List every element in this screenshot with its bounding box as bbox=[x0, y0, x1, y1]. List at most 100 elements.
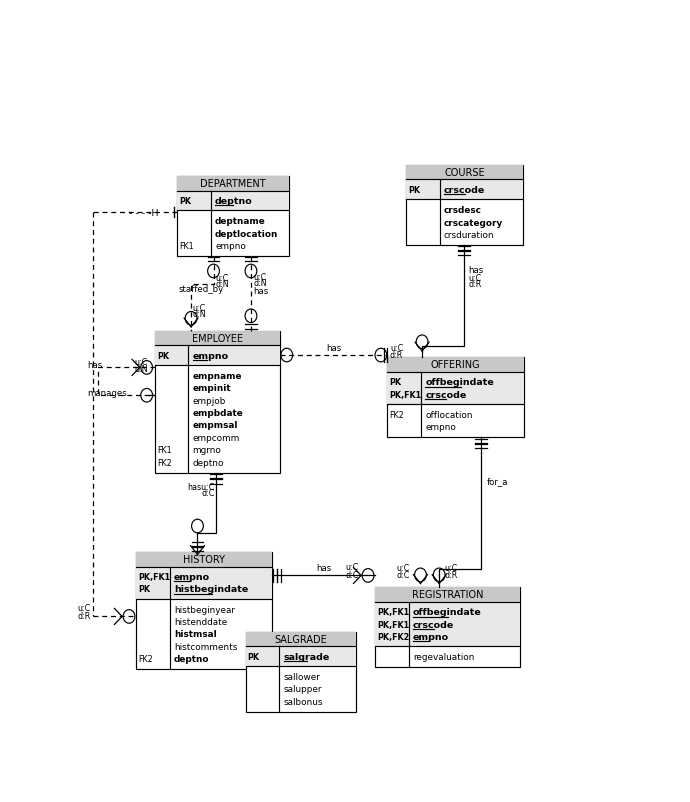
Text: d:N: d:N bbox=[215, 280, 229, 289]
Text: u:C: u:C bbox=[346, 562, 359, 572]
Bar bbox=[387, 358, 524, 372]
Text: has: has bbox=[87, 360, 102, 370]
Text: FK2: FK2 bbox=[389, 411, 404, 419]
Text: PK: PK bbox=[408, 185, 420, 195]
Text: d:R: d:R bbox=[444, 571, 457, 580]
Bar bbox=[375, 588, 520, 602]
Text: - - - -H: - - - -H bbox=[129, 209, 159, 217]
Text: has: has bbox=[253, 286, 268, 295]
Text: for_a: for_a bbox=[486, 476, 508, 485]
Text: offbegindate: offbegindate bbox=[413, 607, 482, 617]
Text: DEPARTMENT: DEPARTMENT bbox=[201, 179, 266, 189]
Bar bbox=[177, 176, 290, 192]
Bar bbox=[136, 553, 273, 567]
Text: u:C: u:C bbox=[215, 274, 228, 283]
Text: PK,FK1: PK,FK1 bbox=[138, 572, 170, 581]
Text: histenddate: histenddate bbox=[174, 618, 227, 626]
Text: manages: manages bbox=[87, 388, 126, 397]
Text: u:C: u:C bbox=[135, 357, 148, 367]
Text: SALGRADE: SALGRADE bbox=[275, 634, 327, 644]
Text: OFFERING: OFFERING bbox=[431, 360, 480, 370]
Text: d:C: d:C bbox=[201, 489, 215, 498]
Text: deptlocation: deptlocation bbox=[215, 229, 279, 238]
Text: u:C: u:C bbox=[396, 563, 410, 572]
Text: PK: PK bbox=[248, 652, 259, 661]
Text: histcomments: histcomments bbox=[174, 642, 237, 651]
Text: empname: empname bbox=[193, 371, 242, 380]
Text: PK: PK bbox=[157, 351, 169, 360]
Text: u:C: u:C bbox=[193, 303, 206, 312]
Text: histbegindate: histbegindate bbox=[174, 585, 248, 593]
Text: empno: empno bbox=[193, 351, 229, 360]
Bar bbox=[375, 602, 520, 646]
Bar bbox=[246, 646, 356, 666]
Text: offlocation: offlocation bbox=[425, 411, 473, 419]
Text: has: has bbox=[316, 564, 331, 573]
Text: regevaluation: regevaluation bbox=[413, 653, 474, 662]
Text: PK,FK2: PK,FK2 bbox=[377, 632, 409, 641]
Bar bbox=[246, 632, 356, 712]
Text: empno: empno bbox=[174, 572, 210, 581]
Bar bbox=[136, 567, 273, 599]
Text: crsdesc: crsdesc bbox=[444, 206, 482, 215]
Text: crscode: crscode bbox=[425, 390, 466, 399]
Text: crscode: crscode bbox=[444, 185, 485, 195]
Bar bbox=[406, 180, 522, 200]
Text: crscategory: crscategory bbox=[444, 218, 503, 227]
Text: EMPLOYEE: EMPLOYEE bbox=[192, 334, 243, 343]
Text: empno: empno bbox=[215, 242, 246, 251]
Bar bbox=[177, 192, 290, 211]
Text: PK,FK1: PK,FK1 bbox=[389, 390, 422, 399]
Text: d:R: d:R bbox=[78, 611, 91, 620]
Text: d:C: d:C bbox=[396, 571, 410, 580]
Text: empcomm: empcomm bbox=[193, 433, 240, 442]
Text: u:C: u:C bbox=[469, 273, 482, 282]
Text: FK2: FK2 bbox=[138, 654, 153, 663]
Text: u:C: u:C bbox=[444, 563, 457, 572]
Text: has: has bbox=[326, 344, 342, 353]
Text: deptno: deptno bbox=[193, 458, 224, 467]
Text: FK2: FK2 bbox=[157, 458, 172, 467]
Text: d:R: d:R bbox=[390, 350, 403, 359]
Bar bbox=[375, 588, 520, 667]
Text: d:R: d:R bbox=[469, 279, 482, 289]
Text: PK,FK1: PK,FK1 bbox=[377, 620, 409, 629]
Text: empbdate: empbdate bbox=[193, 408, 244, 418]
Bar bbox=[136, 553, 273, 670]
Text: empinit: empinit bbox=[193, 384, 231, 393]
Text: has: has bbox=[469, 266, 484, 275]
Text: u:C: u:C bbox=[253, 273, 266, 282]
Text: PK: PK bbox=[389, 378, 402, 387]
Bar bbox=[406, 166, 522, 245]
Text: d:N: d:N bbox=[193, 310, 206, 318]
Text: REGISTRATION: REGISTRATION bbox=[412, 589, 484, 600]
Text: u:C: u:C bbox=[390, 344, 403, 353]
Text: COURSE: COURSE bbox=[444, 168, 484, 178]
Text: staffed_by: staffed_by bbox=[179, 285, 224, 294]
Text: empno: empno bbox=[413, 632, 449, 641]
Bar bbox=[155, 331, 280, 346]
Text: salupper: salupper bbox=[284, 685, 322, 694]
Text: salgrade: salgrade bbox=[284, 652, 330, 661]
Text: PK,FK1: PK,FK1 bbox=[377, 607, 409, 617]
Text: FK1: FK1 bbox=[157, 446, 171, 455]
Text: crsduration: crsduration bbox=[444, 231, 495, 240]
Text: salbonus: salbonus bbox=[284, 697, 323, 706]
Text: offbegindate: offbegindate bbox=[425, 378, 494, 387]
Text: empjob: empjob bbox=[193, 396, 226, 405]
Text: mgrno: mgrno bbox=[193, 446, 221, 455]
Bar bbox=[387, 358, 524, 438]
Text: HISTORY: HISTORY bbox=[183, 554, 225, 565]
Text: hasu:C: hasu:C bbox=[187, 483, 215, 492]
Text: empno: empno bbox=[425, 423, 456, 431]
Bar bbox=[406, 166, 522, 180]
Text: PK: PK bbox=[138, 585, 150, 593]
Text: crscode: crscode bbox=[413, 620, 454, 629]
Text: histbeginyear: histbeginyear bbox=[174, 605, 235, 614]
Bar bbox=[387, 372, 524, 404]
Text: u:C: u:C bbox=[78, 604, 91, 613]
Text: deptno: deptno bbox=[215, 196, 253, 206]
Text: deptname: deptname bbox=[215, 217, 266, 226]
Bar bbox=[246, 632, 356, 646]
Text: FK1: FK1 bbox=[179, 242, 194, 251]
